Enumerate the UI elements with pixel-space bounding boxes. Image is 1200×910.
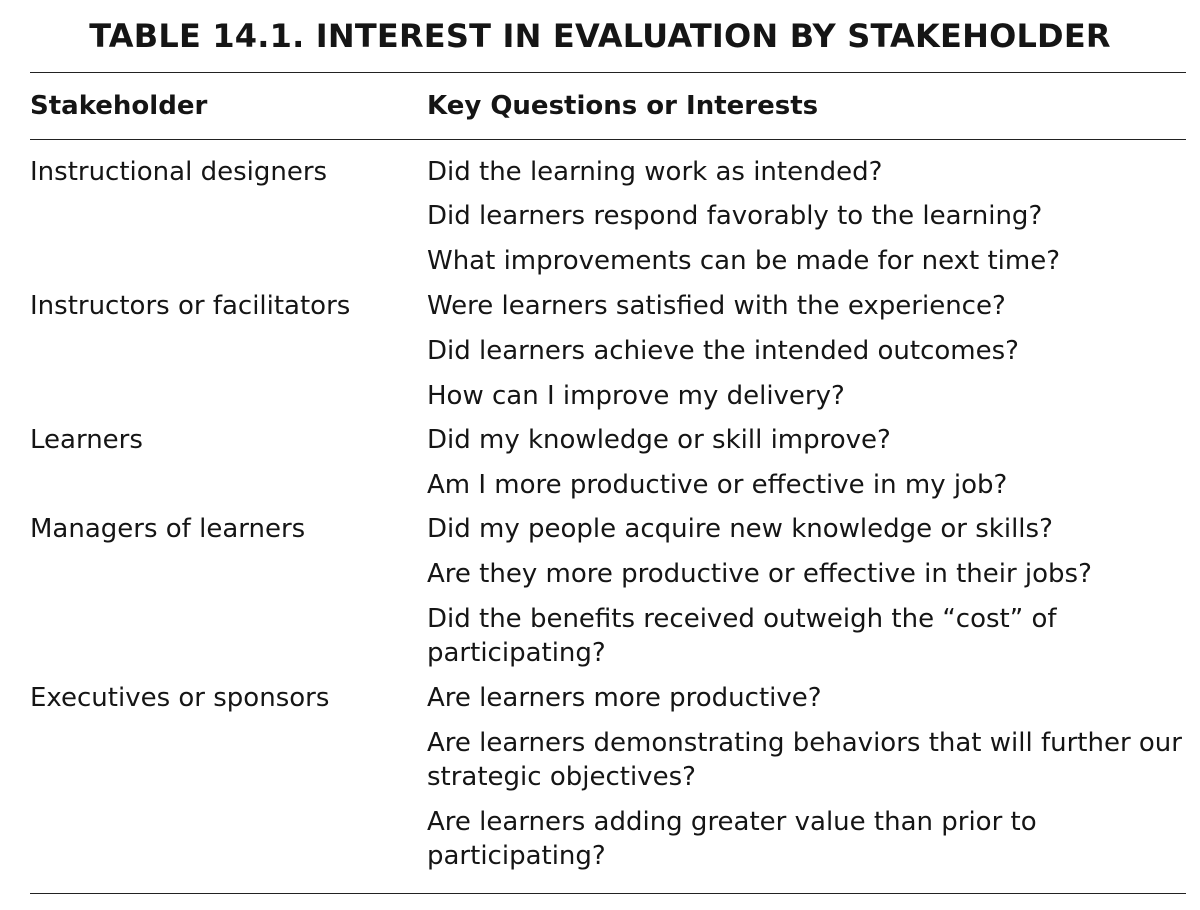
question: Did learners respond favorably to the le… bbox=[427, 201, 1043, 231]
question: Are learners demonstrating behaviors tha… bbox=[427, 728, 1182, 792]
table-title: TABLE 14.1. INTEREST IN EVALUATION BY ST… bbox=[89, 17, 1111, 55]
stakeholder-instructors-or-facilitators: Instructors or facilitators bbox=[30, 291, 351, 321]
stakeholder-instructional-designers: Instructional designers bbox=[30, 157, 328, 187]
question: What improvements can be made for next t… bbox=[427, 246, 1061, 276]
question: Did the benefits received outweigh the “… bbox=[427, 604, 1057, 668]
question: Are learners more productive? bbox=[427, 683, 822, 713]
question: Were learners satisfied with the experie… bbox=[427, 291, 1006, 321]
header-key-questions: Key Questions or Interests bbox=[427, 91, 819, 121]
question: How can I improve my delivery? bbox=[427, 381, 845, 411]
question: Are they more productive or effective in… bbox=[427, 559, 1092, 589]
question: Did my people acquire new knowledge or s… bbox=[427, 514, 1053, 544]
stakeholder-executives-or-sponsors: Executives or sponsors bbox=[30, 683, 330, 713]
header-stakeholder: Stakeholder bbox=[30, 91, 208, 121]
question: Did the learning work as intended? bbox=[427, 157, 883, 187]
stakeholder-learners: Learners bbox=[30, 425, 143, 455]
bottom-rule bbox=[30, 893, 1186, 894]
question: Did my knowledge or skill improve? bbox=[427, 425, 891, 455]
stakeholder-managers-of-learners: Managers of learners bbox=[30, 514, 306, 544]
top-rule bbox=[30, 72, 1186, 73]
question: Are learners adding greater value than p… bbox=[427, 807, 1037, 871]
question: Am I more productive or effective in my … bbox=[427, 470, 1008, 500]
question: Did learners achieve the intended outcom… bbox=[427, 336, 1019, 366]
header-rule bbox=[30, 139, 1186, 140]
